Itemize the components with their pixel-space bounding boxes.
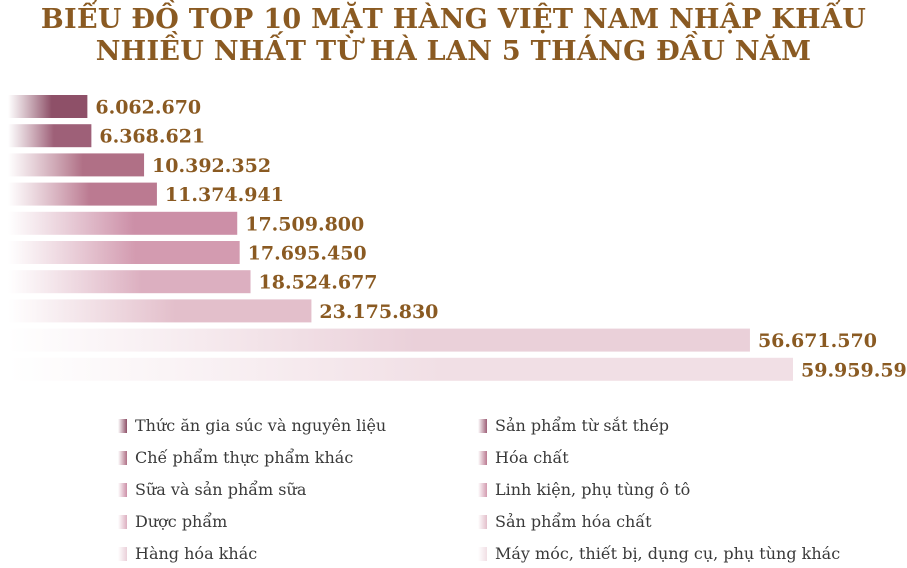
legend-swatch [478,418,487,433]
legend-swatch [478,450,487,465]
chart-title-line-1: BIỂU ĐỒ TOP 10 MẶT HÀNG VIỆT NAM NHẬP KH… [40,4,867,35]
data-label-8: 23.175.830 [319,301,438,323]
legend-item-6: Linh kiện, phụ tùng ô tô [478,480,690,499]
data-label-1: 6.062.670 [95,97,201,119]
bar-2 [8,124,92,148]
bar-9 [8,328,750,352]
legend-label: Chế phẩm thực phẩm khác [135,448,354,467]
legend-item-8: Sản phẩm hóa chất [478,512,652,531]
data-label-3: 10.392.352 [152,155,271,177]
bar-1 [8,95,88,118]
legend-label: Linh kiện, phụ tùng ô tô [495,480,691,499]
data-label-2: 6.368.621 [99,126,205,148]
bar-5 [8,211,238,235]
legend-label: Hàng hóa khác [135,544,258,563]
legend-label: Dược phẩm [135,512,228,531]
data-label-6: 17.695.450 [248,243,367,265]
bar-10 [8,357,793,381]
legend-item-3: Chế phẩm thực phẩm khác [118,448,353,467]
legend-label: Máy móc, thiết bị, dụng cụ, phụ tùng khá… [495,544,841,563]
legend-item-5: Sữa và sản phẩm sữa [118,480,306,499]
bar-chart: 6.062.670 6.368.621 10.392.352 11.374.941 17… [8,95,907,381]
legend-label: Sản phẩm hóa chất [495,512,652,531]
legend-item-4: Hóa chất [478,448,569,467]
bar-7 [8,270,251,294]
data-label-10: 59.959.599 [801,359,907,381]
bar-8 [8,299,312,323]
data-label-7: 18.524.677 [259,272,378,294]
legend-item-7: Dược phẩm [118,512,227,531]
legend-item-9: Hàng hóa khác [118,544,257,563]
chart-title: BIỂU ĐỒ TOP 10 MẶT HÀNG VIỆT NAM NHẬP KH… [0,4,907,68]
legend-swatch [478,546,487,561]
legend-swatch [118,514,127,529]
legend-swatch [118,546,127,561]
legend-swatch [118,482,127,497]
bar-4 [8,182,157,206]
legend-item-1: Thức ăn gia súc và nguyên liệu [118,416,386,435]
legend-item-2: Sản phẩm từ sắt thép [478,416,669,435]
data-label-9: 56.671.570 [758,330,877,352]
legend-label: Sản phẩm từ sắt thép [495,416,670,435]
legend-swatch [478,514,487,529]
bar-3 [8,153,145,177]
legend-swatch [118,450,127,465]
data-label-5: 17.509.800 [245,213,364,235]
legend-swatch [118,418,127,433]
legend-label: Sữa và sản phẩm sữa [135,480,307,499]
chart-title-line-2: NHIỀU NHẤT TỪ HÀ LAN 5 THÁNG ĐẦU NĂM [95,36,812,67]
legend-label: Thức ăn gia súc và nguyên liệu [135,416,387,435]
bar-6 [8,241,240,264]
legend-label: Hóa chất [495,448,569,467]
data-label-4: 11.374.941 [165,184,284,206]
legend-item-10: Máy móc, thiết bị, dụng cụ, phụ tùng khá… [478,544,840,563]
chart-legend: Thức ăn gia súc và nguyên liệu Sản phẩm t… [0,410,907,568]
legend-swatch [478,482,487,497]
